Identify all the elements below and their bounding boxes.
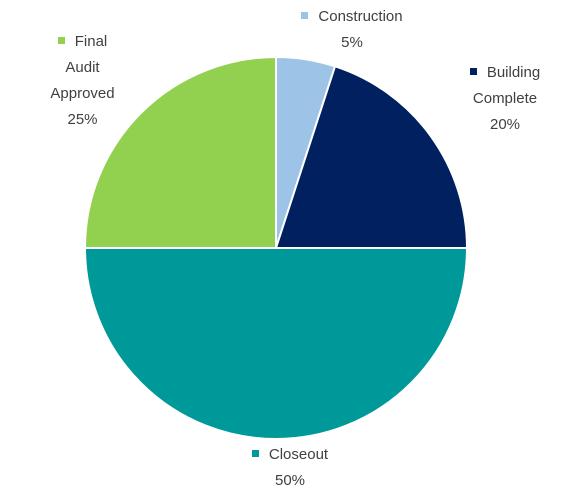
- value-label: 25%: [67, 111, 98, 128]
- category-name: Final Audit Approved: [50, 33, 115, 102]
- value-label: 20%: [489, 116, 521, 133]
- slice-label: Construction 5%: [262, 4, 442, 56]
- slice-label: Closeout 50%: [200, 442, 380, 491]
- slice-label: Final Audit Approved 25%: [0, 29, 165, 133]
- legend-marker: [251, 449, 259, 457]
- category-name: Building Complete: [472, 64, 541, 107]
- label-name-line: Building Complete: [440, 60, 570, 112]
- slice-label: Building Complete 20%: [440, 60, 570, 138]
- pie-slice: [83, 247, 469, 440]
- pie-slice: [83, 55, 277, 249]
- label-name-line: Construction: [262, 4, 442, 30]
- value-label: 5%: [341, 34, 363, 51]
- legend-marker: [57, 36, 65, 44]
- legend-marker: [301, 11, 309, 19]
- pie-slice: [274, 65, 469, 249]
- legend-marker: [469, 67, 477, 75]
- label-name-line: Closeout: [200, 442, 380, 468]
- category-name: Construction: [318, 8, 403, 25]
- label-name-line: Final Audit Approved: [0, 29, 165, 107]
- category-name: Closeout: [268, 446, 329, 463]
- value-label: 50%: [274, 472, 306, 489]
